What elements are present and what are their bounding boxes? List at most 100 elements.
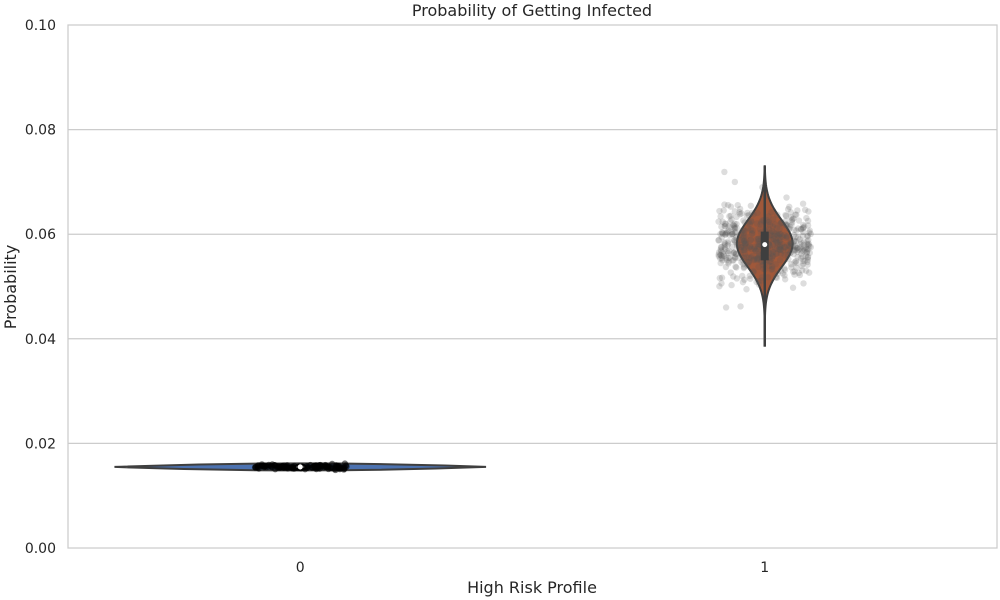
strip-point [725,260,732,267]
strip-point [801,206,809,213]
strip-point [747,243,754,250]
strip-point [722,229,730,236]
strip-point [732,250,739,258]
strip-point [721,201,728,208]
strip-point [268,463,275,470]
strip-point [777,230,784,238]
strip-point [715,249,723,256]
strip-point [731,229,739,236]
strip-point [732,263,739,270]
strip-point [753,278,760,286]
strip-point [765,213,772,220]
strip-point [740,261,747,268]
strip-point [746,220,754,228]
strip-point [742,239,750,246]
x-tick-label: 0 [296,560,305,576]
strip-point [786,225,793,232]
strip-point [727,203,735,210]
strip-point [720,251,727,258]
strip-point [787,239,795,247]
strip-point [716,283,723,290]
strip-point [769,265,776,273]
strip-point [800,260,807,268]
strip-point [807,230,814,238]
strip-point [790,231,798,239]
strip-point [769,253,776,260]
strip-point [789,284,797,291]
strip-point [717,243,725,251]
strip-point [731,224,738,232]
strip-point [317,463,325,470]
strip-point [804,240,811,248]
strip-point [788,219,796,226]
y-tick-label: 0.06 [25,227,56,243]
strip-point [736,205,744,213]
strip-point [789,240,796,247]
strip-point [292,464,299,472]
strip-point [791,242,799,250]
strip-point [747,237,754,244]
strip-point [722,245,729,253]
strip-point [777,219,785,227]
strip-point [283,462,291,469]
strip-point [725,258,732,265]
strip-point [791,237,798,245]
strip-point [750,267,757,275]
strip-point [740,217,747,224]
strip-point [764,219,772,226]
strip-point [799,267,806,274]
strip-point [722,304,730,311]
strip-point [783,221,790,228]
strip-point [792,233,799,241]
strip-point [737,231,744,238]
strip-point [743,253,750,261]
gridlines [68,128,997,445]
strip-point [789,215,796,223]
strip-point [723,257,730,264]
strip-point [774,270,781,277]
strip-point [794,244,801,252]
strip-point [755,243,762,250]
strip-point [725,227,732,234]
strip-point [792,246,799,254]
strip-point [784,246,791,254]
strip-point [718,229,726,236]
strip-point [801,257,808,265]
strip-point [777,243,784,251]
strip-point [778,219,785,226]
strip-point [781,266,789,274]
strip-point [745,211,752,219]
strip-point [776,238,783,245]
strip-point [767,250,775,257]
strip-point [802,244,810,251]
strip-point [796,245,804,252]
strip-point [769,263,776,270]
strip-point [260,462,267,470]
strip-point [729,257,736,264]
strip-point [787,214,795,221]
strip-point [782,244,789,251]
strip-point [734,242,741,250]
strip-point [715,237,722,244]
strip-point [791,259,798,266]
strip-point [790,246,798,253]
strip-point [726,232,734,239]
strip-point [803,248,811,256]
strip-point [749,227,756,234]
strip-point [719,249,726,256]
strip-point [742,240,749,247]
strip-point [804,246,812,253]
strip-point [783,221,790,229]
strip-point [772,261,779,268]
strip-point [724,249,732,257]
strip-point [782,211,789,219]
strip-point [795,217,803,224]
strip-point [783,234,790,242]
strip-point [800,238,808,246]
strip-point [718,280,725,287]
strip-point [730,249,737,257]
strip-point [752,247,760,255]
strip-point [776,257,784,264]
strip-point [744,209,751,217]
strip-point [750,256,757,264]
